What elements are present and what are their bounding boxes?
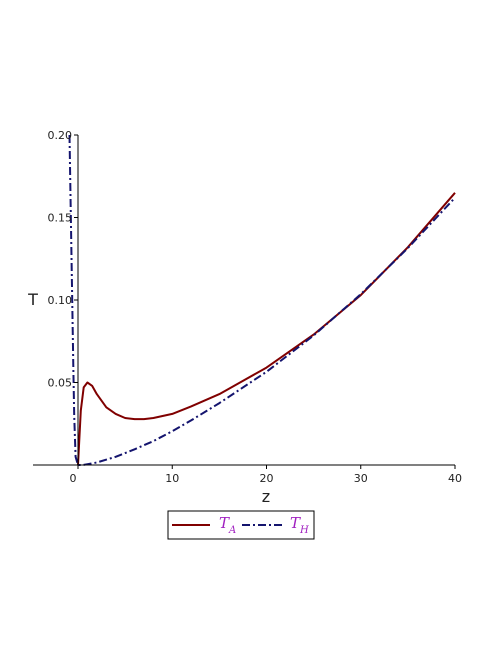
- y-axis-title: T: [27, 290, 38, 309]
- x-ticks: 0 10 20 30 40: [70, 465, 462, 485]
- x-tick-label: 30: [354, 472, 368, 485]
- x-tick-label: 0: [70, 472, 77, 485]
- legend-label-t-a-sub: A: [228, 525, 236, 536]
- series-layer: [68, 134, 456, 466]
- x-axis-title: z: [262, 487, 270, 506]
- legend-label-t-a-main: T: [219, 514, 230, 532]
- y-tick-label: 0.20: [48, 129, 73, 142]
- legend: TA TH: [167, 510, 315, 540]
- legend-label-t-a: TA: [219, 514, 236, 536]
- series-line-t-a: [77, 192, 456, 466]
- x-tick-label: 40: [448, 472, 462, 485]
- series-line-t-h: [68, 134, 456, 466]
- x-tick-label: 20: [260, 472, 274, 485]
- y-tick-label: 0.05: [48, 377, 73, 390]
- y-ticks: 0.05 0.10 0.15 0.20: [48, 129, 78, 390]
- legend-label-t-h-sub: H: [299, 525, 309, 536]
- legend-label-t-h: TH: [290, 514, 309, 536]
- y-tick-label: 0.10: [48, 294, 73, 307]
- legend-label-t-h-main: T: [290, 514, 301, 532]
- y-tick-label: 0.15: [48, 212, 73, 225]
- x-tick-label: 10: [165, 472, 179, 485]
